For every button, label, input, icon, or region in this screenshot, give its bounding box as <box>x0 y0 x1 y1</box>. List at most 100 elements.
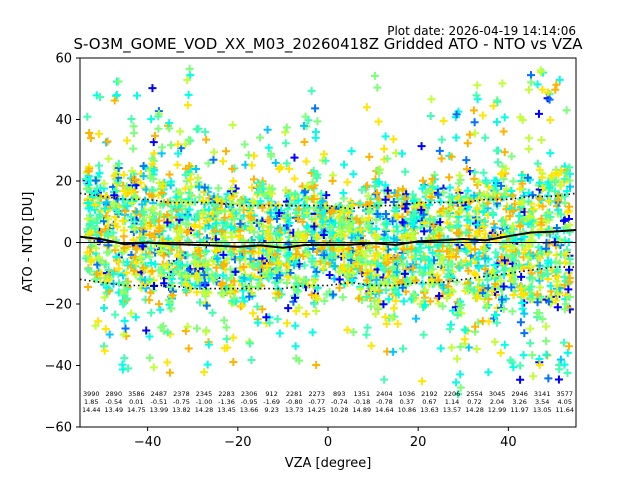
scatter-point <box>163 260 172 269</box>
scatter-point <box>398 149 407 158</box>
scatter-point <box>446 259 455 268</box>
scatter-point <box>474 178 483 187</box>
scatter-point <box>294 229 303 238</box>
scatter-point <box>229 357 238 366</box>
bin-stat-label: 0.01 <box>129 398 143 406</box>
scatter-point <box>200 368 209 377</box>
scatter-point <box>299 121 308 130</box>
scatter-point <box>266 149 275 158</box>
scatter-point <box>329 206 338 215</box>
scatter-point <box>123 294 132 303</box>
scatter-point <box>374 233 383 242</box>
scatter-point <box>229 333 238 342</box>
scatter-point <box>502 251 511 260</box>
scatter-point <box>145 353 154 362</box>
scatter-point <box>518 299 527 308</box>
scatter-point <box>322 191 331 200</box>
scatter-point <box>318 217 327 226</box>
scatter-point <box>538 202 547 211</box>
scatter-point <box>456 342 465 351</box>
scatter-point <box>230 293 239 302</box>
scatter-point <box>393 190 402 199</box>
scatter-point <box>159 251 168 260</box>
scatter-point <box>381 181 390 190</box>
scatter-point <box>292 354 301 363</box>
scatter-point <box>292 191 301 200</box>
scatter-point <box>538 315 547 324</box>
bin-stat-label: -0.18 <box>353 398 370 406</box>
scatter-column <box>469 81 484 353</box>
scatter-point <box>129 144 138 153</box>
scatter-point <box>537 173 546 182</box>
scatter-point <box>416 204 425 213</box>
scatter-point <box>195 246 204 255</box>
bin-stat-label: 2378 <box>173 390 190 398</box>
scatter-point <box>173 160 182 169</box>
scatter-point <box>543 88 552 97</box>
scatter-point <box>138 216 147 225</box>
scatter-point <box>560 192 569 201</box>
scatter-point <box>446 325 455 334</box>
scatter-point <box>167 141 176 150</box>
scatter-point <box>489 271 498 280</box>
scatter-point <box>497 181 506 190</box>
scatter-point <box>401 167 410 176</box>
scatter-point <box>316 203 325 212</box>
scatter-point <box>452 277 461 286</box>
bin-stat-label: 11.64 <box>555 406 574 414</box>
scatter-point <box>291 258 300 267</box>
scatter-point <box>401 226 410 235</box>
scatter-point <box>421 300 430 309</box>
scatter-point <box>426 111 435 120</box>
scatter-point <box>400 219 409 228</box>
scatter-point <box>412 314 421 323</box>
scatter-point <box>374 117 383 126</box>
scatter-point <box>445 198 454 207</box>
scatter-point <box>312 267 321 276</box>
scatter-point <box>500 148 509 157</box>
scatter-point <box>335 267 344 276</box>
scatter-point <box>268 184 277 193</box>
scatter-point <box>165 119 174 128</box>
scatter-point <box>253 318 262 327</box>
scatter-point <box>428 174 437 183</box>
scatter-column <box>190 124 205 333</box>
scatter-point <box>484 182 493 191</box>
scatter-column <box>361 103 376 350</box>
scatter-point <box>110 219 119 228</box>
bin-stat-label: 12.99 <box>488 406 507 414</box>
bin-stat-label: 2890 <box>106 390 123 398</box>
bin-stat-label: -0.51 <box>150 398 167 406</box>
scatter-point <box>145 230 154 239</box>
scatter-point <box>193 245 202 254</box>
scatter-point <box>262 313 271 322</box>
scatter-point <box>461 326 470 335</box>
scatter-point <box>456 207 465 216</box>
scatter-column <box>271 158 286 338</box>
scatter-point <box>172 193 181 202</box>
bin-stat-label: 1351 <box>354 390 371 398</box>
scatter-point <box>159 327 168 336</box>
scatter-point <box>219 271 228 280</box>
scatter-point <box>291 342 300 351</box>
scatter-point <box>442 247 451 256</box>
scatter-point <box>481 246 490 255</box>
scatter-point <box>508 307 517 316</box>
scatter-point <box>379 300 388 309</box>
scatter-point <box>462 165 471 174</box>
scatter-point <box>529 205 538 214</box>
scatter-point <box>483 275 492 284</box>
scatter-point <box>410 207 419 216</box>
scatter-point <box>399 344 408 353</box>
bin-stat-label: 0.72 <box>467 398 481 406</box>
scatter-point <box>228 121 237 130</box>
bin-stat-label: -0.74 <box>331 398 348 406</box>
scatter-point <box>355 218 364 227</box>
scatter-point <box>131 313 140 322</box>
scatter-point <box>556 210 565 219</box>
scatter-point <box>560 175 569 184</box>
scatter-point <box>544 374 553 383</box>
scatter-point <box>479 289 488 298</box>
bin-stat-label: -0.75 <box>173 398 190 406</box>
scatter-point <box>502 184 511 193</box>
